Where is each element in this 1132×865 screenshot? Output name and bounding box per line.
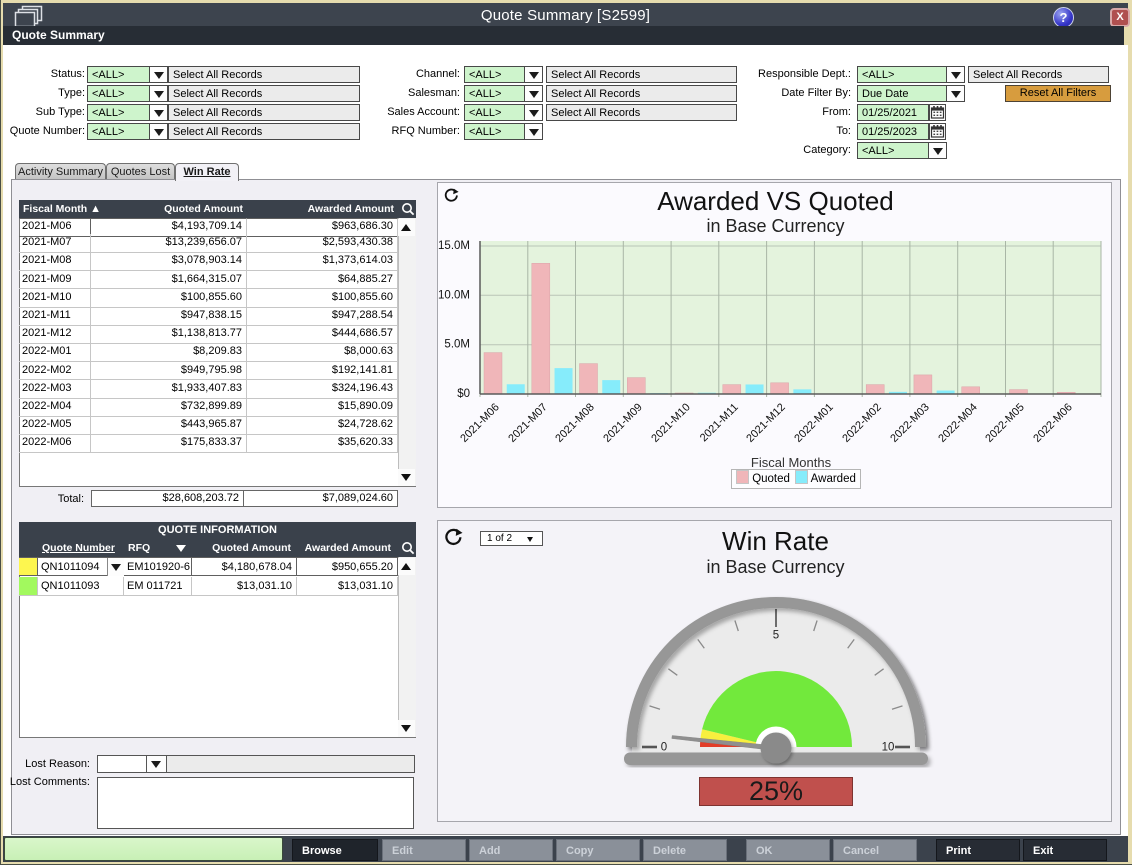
svg-text:10: 10 [882, 742, 895, 754]
svg-text:10.0M: 10.0M [438, 289, 470, 301]
svg-text:0: 0 [661, 742, 667, 754]
svg-text:5.0M: 5.0M [444, 339, 470, 351]
svg-text:15.0M: 15.0M [438, 240, 470, 252]
svg-text:5: 5 [773, 630, 779, 642]
svg-text:$0: $0 [457, 388, 470, 400]
